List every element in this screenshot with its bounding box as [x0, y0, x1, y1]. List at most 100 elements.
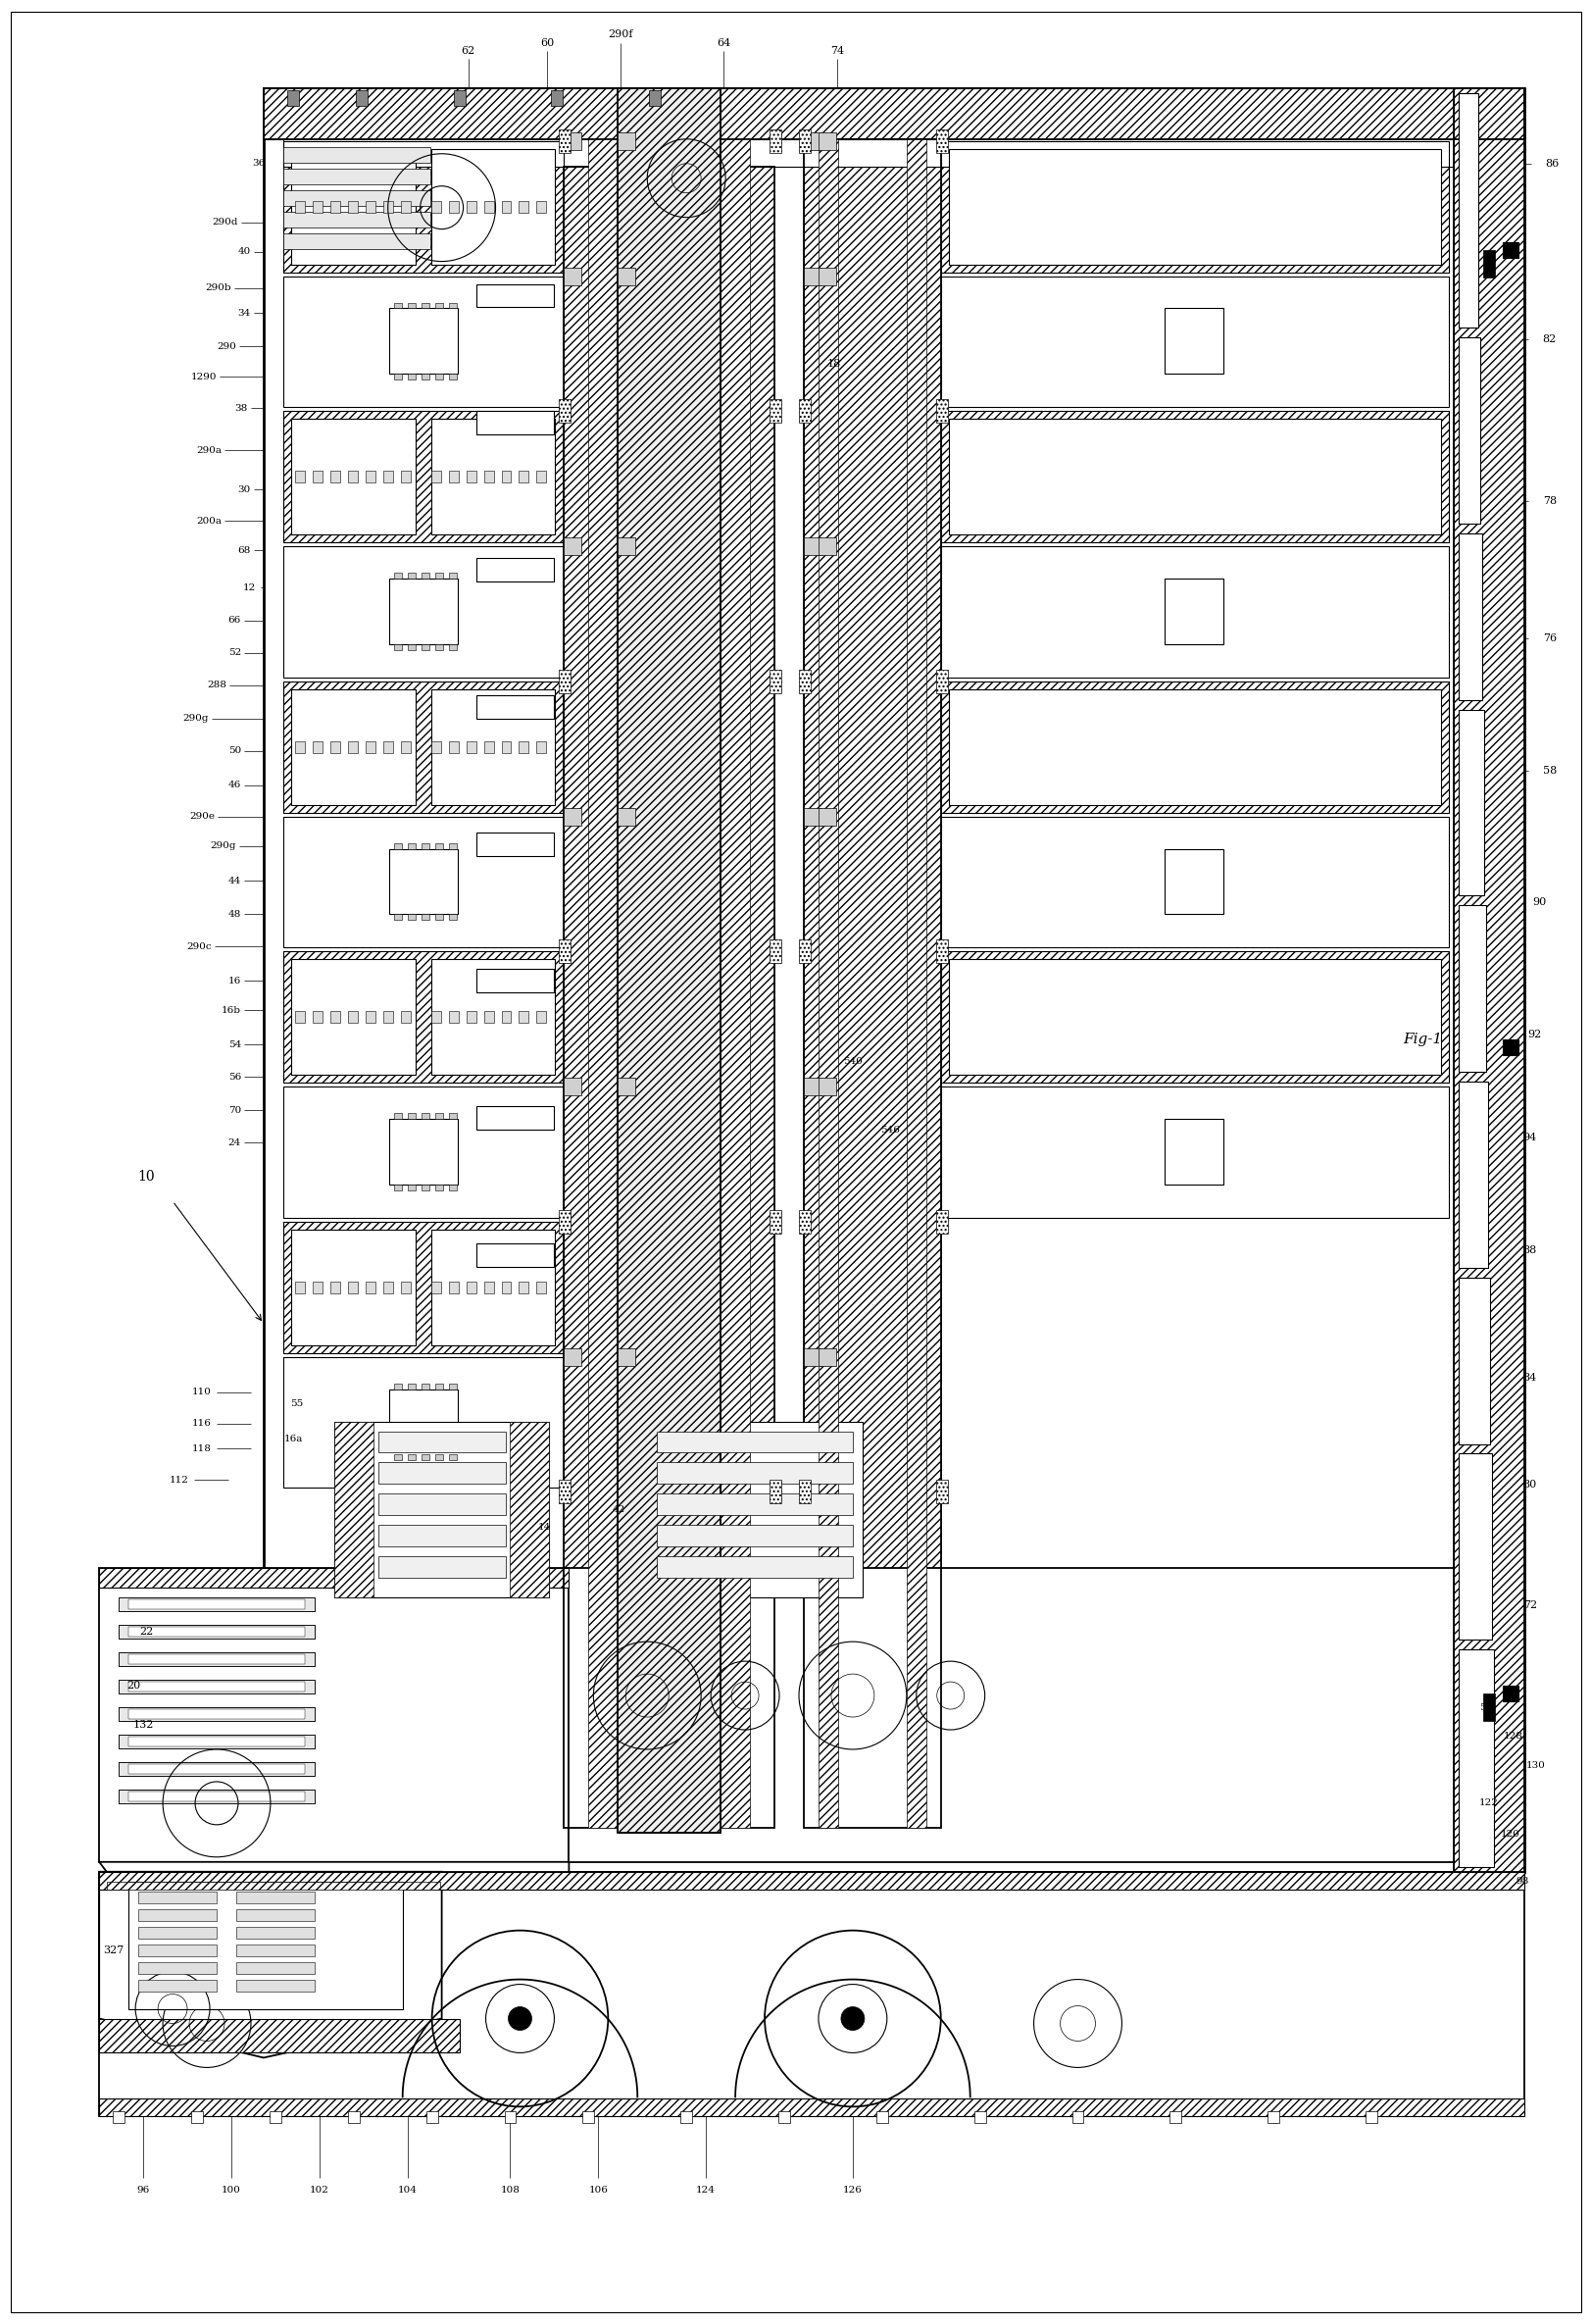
Bar: [312, 200, 321, 211]
Bar: [476, 969, 554, 992]
Text: 96: 96: [137, 2185, 150, 2194]
Text: 70: 70: [228, 1106, 240, 1116]
Bar: [1457, 1455, 1491, 1641]
Bar: [235, 1908, 315, 1920]
Bar: [449, 1281, 458, 1292]
Text: 110: 110: [193, 1387, 212, 1397]
Bar: [536, 200, 546, 211]
Bar: [434, 844, 442, 848]
Bar: [334, 1422, 549, 1597]
Bar: [550, 91, 563, 107]
Bar: [422, 844, 428, 848]
Bar: [1165, 309, 1223, 374]
Bar: [426, 2113, 438, 2124]
Bar: [778, 2113, 789, 2124]
Bar: [558, 669, 571, 693]
Bar: [407, 913, 415, 920]
Text: 58: 58: [1542, 765, 1556, 776]
Bar: [294, 200, 304, 211]
Bar: [449, 472, 458, 483]
Bar: [1457, 1081, 1488, 1267]
Bar: [99, 1569, 568, 1587]
Circle shape: [840, 2008, 864, 2031]
Bar: [294, 1281, 304, 1292]
Bar: [558, 1211, 571, 1234]
Bar: [422, 644, 428, 651]
Text: 74: 74: [829, 46, 843, 56]
Bar: [334, 1422, 372, 1597]
Bar: [99, 2020, 460, 2052]
Bar: [648, 1422, 862, 1597]
Bar: [511, 1422, 549, 1597]
Bar: [484, 1281, 493, 1292]
Bar: [393, 302, 401, 309]
Text: 130: 130: [1526, 1762, 1545, 1771]
Bar: [366, 472, 375, 483]
Bar: [119, 1762, 315, 1776]
Bar: [768, 1480, 781, 1504]
Bar: [401, 472, 410, 483]
Bar: [803, 1078, 821, 1095]
Bar: [799, 1480, 810, 1504]
Bar: [264, 88, 1523, 139]
Bar: [264, 88, 1523, 139]
Bar: [434, 374, 442, 379]
Bar: [119, 1762, 315, 1776]
Bar: [768, 130, 781, 153]
Bar: [453, 91, 465, 107]
Bar: [393, 913, 401, 920]
Text: 100: 100: [221, 2185, 240, 2194]
Bar: [1165, 1118, 1223, 1185]
Text: 50: 50: [228, 746, 240, 755]
Bar: [312, 1281, 321, 1292]
Bar: [119, 1734, 315, 1748]
Text: 290g: 290g: [183, 713, 208, 723]
Bar: [936, 400, 947, 423]
Bar: [235, 1945, 315, 1957]
Bar: [129, 1627, 304, 1636]
Bar: [347, 472, 358, 483]
Bar: [283, 232, 430, 249]
Bar: [1165, 848, 1223, 913]
Bar: [366, 1281, 375, 1292]
Bar: [422, 302, 428, 309]
Bar: [449, 644, 457, 651]
Bar: [1365, 2113, 1376, 2124]
Bar: [940, 1088, 1448, 1218]
Bar: [1457, 337, 1480, 523]
Bar: [283, 681, 563, 813]
Bar: [484, 472, 493, 483]
Text: 84: 84: [1523, 1373, 1537, 1383]
Bar: [803, 267, 821, 286]
Bar: [536, 1011, 546, 1023]
Bar: [99, 1569, 568, 1862]
Bar: [388, 1390, 457, 1455]
Bar: [449, 1185, 457, 1190]
Bar: [936, 669, 947, 693]
Bar: [347, 200, 358, 211]
Bar: [563, 1348, 581, 1367]
Bar: [383, 472, 393, 483]
Text: 116: 116: [193, 1420, 212, 1427]
Bar: [283, 951, 563, 1083]
Bar: [657, 1432, 853, 1452]
Text: 290d: 290d: [212, 218, 239, 228]
Bar: [283, 167, 430, 184]
Bar: [617, 1078, 635, 1095]
Text: 106: 106: [589, 2185, 608, 2194]
Text: 132: 132: [132, 1720, 154, 1729]
Bar: [799, 939, 810, 962]
Bar: [466, 200, 476, 211]
Text: 16b: 16b: [221, 1006, 240, 1016]
Bar: [558, 400, 571, 423]
Bar: [388, 579, 457, 644]
Text: 90: 90: [1532, 897, 1546, 906]
Bar: [563, 809, 581, 825]
Text: 112: 112: [170, 1476, 189, 1485]
Text: 36: 36: [253, 158, 266, 167]
Bar: [264, 88, 1523, 1871]
Bar: [940, 681, 1448, 813]
Bar: [1457, 1278, 1489, 1443]
Bar: [434, 1113, 442, 1118]
Bar: [466, 1011, 476, 1023]
